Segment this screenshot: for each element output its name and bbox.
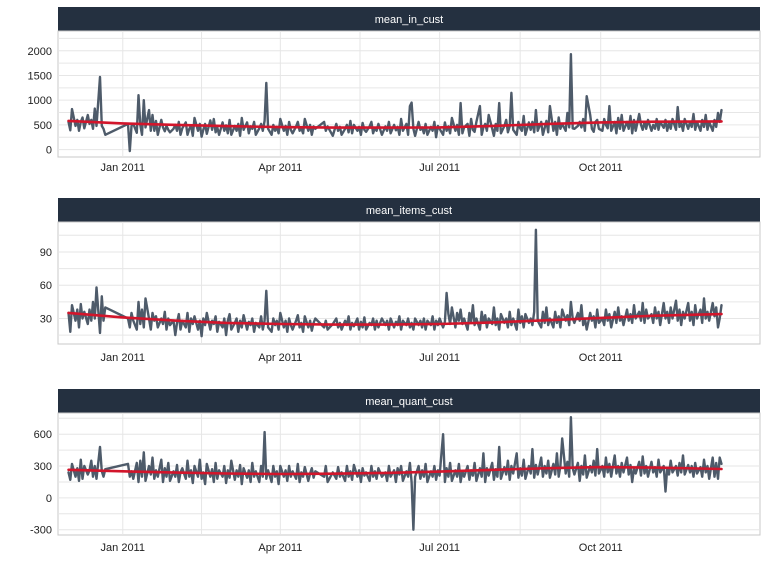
y-tick-label: 60 xyxy=(40,280,52,292)
facet-title-1: mean_in_cust xyxy=(375,14,444,26)
x-tick-label: Oct 2011 xyxy=(579,352,623,364)
facet-strip-2 xyxy=(58,198,760,222)
facet-strip-3 xyxy=(58,389,760,413)
facet-strip-1 xyxy=(58,7,760,31)
x-gridlines-1 xyxy=(122,31,602,157)
series-line-smooth xyxy=(67,311,723,326)
y-tick-labels-2: 30 60 90 xyxy=(40,247,52,326)
x-tick-label: Oct 2011 xyxy=(579,162,623,174)
x-tick-label: Oct 2011 xyxy=(579,542,623,554)
x-tick-label: Apr 2011 xyxy=(258,162,302,174)
facet-panel-1: mean_in_cust 0 500 1000 1500 2000 Jan 2011 A… xyxy=(28,7,761,174)
y-tick-label: 1500 xyxy=(28,70,52,82)
series-line-smooth xyxy=(67,119,723,129)
y-tick-labels-1: 0 500 1000 1500 2000 xyxy=(28,46,52,157)
x-tick-label: Jan 2011 xyxy=(101,542,145,554)
y-tick-label: 0 xyxy=(46,145,52,157)
x-tick-label: Jul 2011 xyxy=(419,542,460,554)
x-tick-label: Apr 2011 xyxy=(258,542,302,554)
y-tick-label: 600 xyxy=(34,429,52,441)
x-tick-label: Jan 2011 xyxy=(101,162,145,174)
y-tick-label: 90 xyxy=(40,247,52,259)
series-line-values xyxy=(67,416,723,531)
facet-panel-3: mean_quant_cust -300 0 300 600 Jan 2011 Apr… xyxy=(30,389,761,554)
x-tick-label: Jul 2011 xyxy=(419,162,460,174)
x-tick-label: Jan 2011 xyxy=(101,352,145,364)
facet-title-2: mean_items_cust xyxy=(366,205,452,217)
y-tick-label: 30 xyxy=(40,313,52,325)
y-tick-label: -300 xyxy=(30,525,52,537)
facet-panel-2: mean_items_cust 30 60 90 Jan 2011 Apr 2011… xyxy=(40,198,761,364)
y-tick-label: 1000 xyxy=(28,95,52,107)
x-tick-labels-1: Jan 2011 Apr 2011 Jul 2011 Oct 2011 xyxy=(101,162,623,174)
x-tick-label: Apr 2011 xyxy=(258,352,302,364)
facet-title-3: mean_quant_cust xyxy=(365,396,452,408)
series-layer-3 xyxy=(67,416,723,531)
series-line-smooth xyxy=(67,465,723,476)
series-layer-1 xyxy=(67,53,723,153)
series-layer-2 xyxy=(67,228,723,338)
x-tick-labels-2: Jan 2011 Apr 2011 Jul 2011 Oct 2011 xyxy=(101,352,623,364)
plot-area-1 xyxy=(57,30,761,158)
x-tick-labels-3: Jan 2011 Apr 2011 Jul 2011 Oct 2011 xyxy=(101,542,623,554)
y-tick-labels-3: -300 0 300 600 xyxy=(30,429,52,536)
y-tick-label: 0 xyxy=(46,493,52,505)
y-tick-label: 500 xyxy=(34,120,52,132)
y-tick-label: 300 xyxy=(34,461,52,473)
x-tick-label: Jul 2011 xyxy=(419,352,460,364)
y-tick-label: 2000 xyxy=(28,46,52,58)
